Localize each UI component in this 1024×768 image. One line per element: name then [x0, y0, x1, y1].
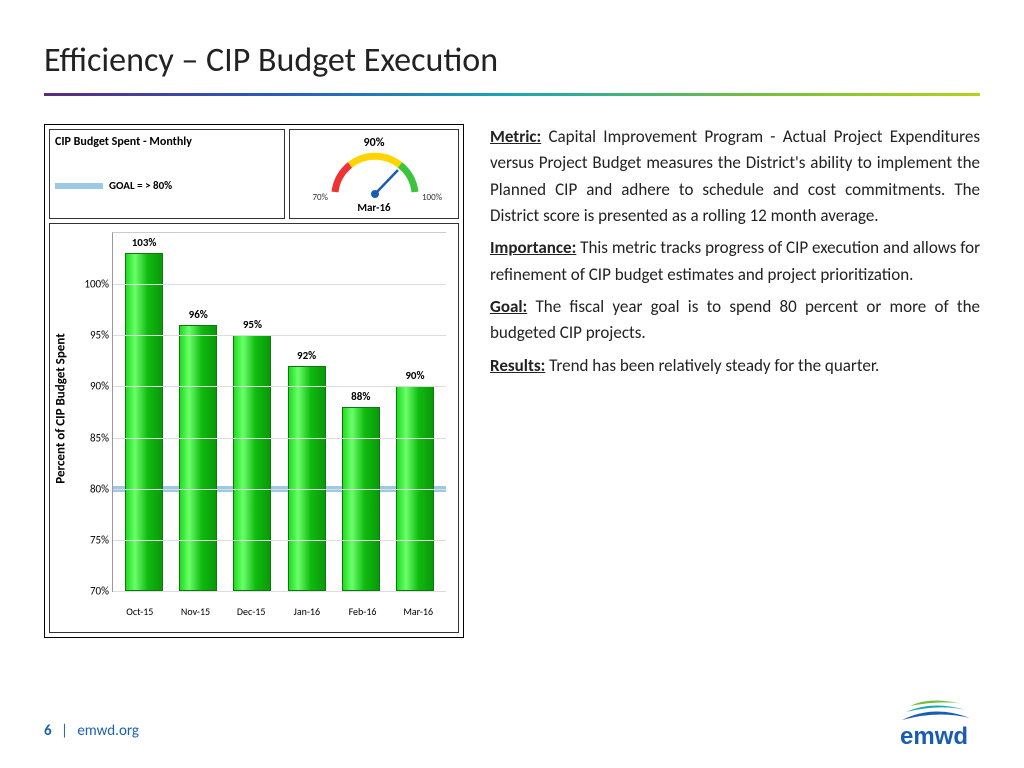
gridline	[113, 591, 446, 592]
goal-legend: GOAL = > 80%	[55, 179, 279, 192]
gridline	[113, 284, 446, 285]
bar-slot: 103%	[117, 233, 171, 591]
bar-value-label: 88%	[351, 390, 370, 403]
results-body: Trend has been relatively steady for the…	[545, 355, 879, 376]
y-tick: 95%	[73, 329, 109, 342]
x-tick: Oct-15	[112, 605, 168, 618]
footer-separator: |	[61, 722, 68, 740]
bars-container: 103% 96% 95% 92% 88% 90%	[113, 233, 446, 591]
x-tick: Jan-16	[279, 605, 335, 618]
title-rule	[44, 93, 980, 96]
x-tick: Feb-16	[335, 605, 391, 618]
bar-chart: Percent of CIP Budget Spent 103% 96% 95% 92…	[49, 223, 459, 633]
gauge-value-label: 90%	[290, 136, 458, 150]
goal-swatch	[55, 183, 103, 189]
results-paragraph: Results: Trend has been relatively stead…	[490, 353, 980, 379]
chart-header-row: CIP Budget Spent - Monthly GOAL = > 80% …	[49, 129, 459, 219]
bar-slot: 92%	[280, 233, 334, 591]
bar	[288, 366, 326, 591]
content-row: CIP Budget Spent - Monthly GOAL = > 80% …	[44, 124, 980, 638]
goal-label: Goal:	[490, 296, 527, 317]
x-tick: Dec-15	[223, 605, 279, 618]
footer: 6 | emwd.org	[44, 722, 139, 740]
x-tick: Mar-16	[390, 605, 446, 618]
y-tick: 85%	[73, 431, 109, 444]
bar-value-label: 92%	[297, 349, 316, 362]
logo-text: emwd	[900, 723, 968, 750]
bar-value-label: 95%	[243, 318, 262, 331]
bar	[179, 325, 217, 591]
goal-legend-text: GOAL = > 80%	[109, 179, 172, 192]
page-title: Efficiency – CIP Budget Execution	[44, 40, 980, 81]
goal-paragraph: Goal: The fiscal year goal is to spend 8…	[490, 294, 980, 347]
bar-value-label: 96%	[189, 308, 208, 321]
y-tick: 80%	[73, 482, 109, 495]
y-axis-label: Percent of CIP Budget Spent	[54, 333, 69, 483]
y-tick: 75%	[73, 533, 109, 546]
gridline	[113, 335, 446, 336]
bar-slot: 90%	[388, 233, 442, 591]
gridline	[113, 438, 446, 439]
y-tick: 70%	[73, 585, 109, 598]
chart-container: CIP Budget Spent - Monthly GOAL = > 80% …	[44, 124, 464, 638]
y-tick: 90%	[73, 380, 109, 393]
text-column: Metric: Capital Improvement Program - Ac…	[490, 124, 980, 638]
metric-label: Metric:	[490, 126, 541, 147]
gauge-panel: 90% 70% 100% Mar-16	[289, 129, 459, 219]
chart-column: CIP Budget Spent - Monthly GOAL = > 80% …	[44, 124, 464, 638]
y-tick: 100%	[73, 278, 109, 291]
importance-paragraph: Importance: This metric tracks progress …	[490, 235, 980, 288]
results-label: Results:	[490, 355, 545, 376]
x-tick: Nov-15	[168, 605, 224, 618]
chart-title: CIP Budget Spent - Monthly	[55, 135, 279, 149]
page-number: 6	[44, 722, 52, 740]
gridline	[113, 540, 446, 541]
importance-label: Importance:	[490, 237, 576, 258]
bar-value-label: 90%	[405, 369, 424, 382]
footer-url: emwd.org	[77, 722, 139, 740]
gridline	[113, 489, 446, 490]
bar-slot: 95%	[225, 233, 279, 591]
bar-value-label: 103%	[132, 236, 157, 249]
metric-paragraph: Metric: Capital Improvement Program - Ac…	[490, 124, 980, 229]
x-axis: Oct-15Nov-15Dec-15Jan-16Feb-16Mar-16	[112, 605, 446, 618]
emwd-logo-icon: emwd	[870, 694, 980, 750]
goal-body: The fiscal year goal is to spend 80 perc…	[490, 296, 980, 343]
gauge-month: Mar-16	[290, 201, 458, 214]
chart-legend-box: CIP Budget Spent - Monthly GOAL = > 80%	[49, 129, 285, 219]
plot-area: 103%96%95%92%88%90% 70%75%80%85%90%95%10…	[112, 232, 446, 592]
gridline	[113, 386, 446, 387]
bar	[233, 335, 271, 591]
bar-slot: 88%	[334, 233, 388, 591]
metric-body: Capital Improvement Program - Actual Pro…	[490, 126, 980, 226]
bar	[342, 407, 380, 591]
bar-slot: 96%	[171, 233, 225, 591]
